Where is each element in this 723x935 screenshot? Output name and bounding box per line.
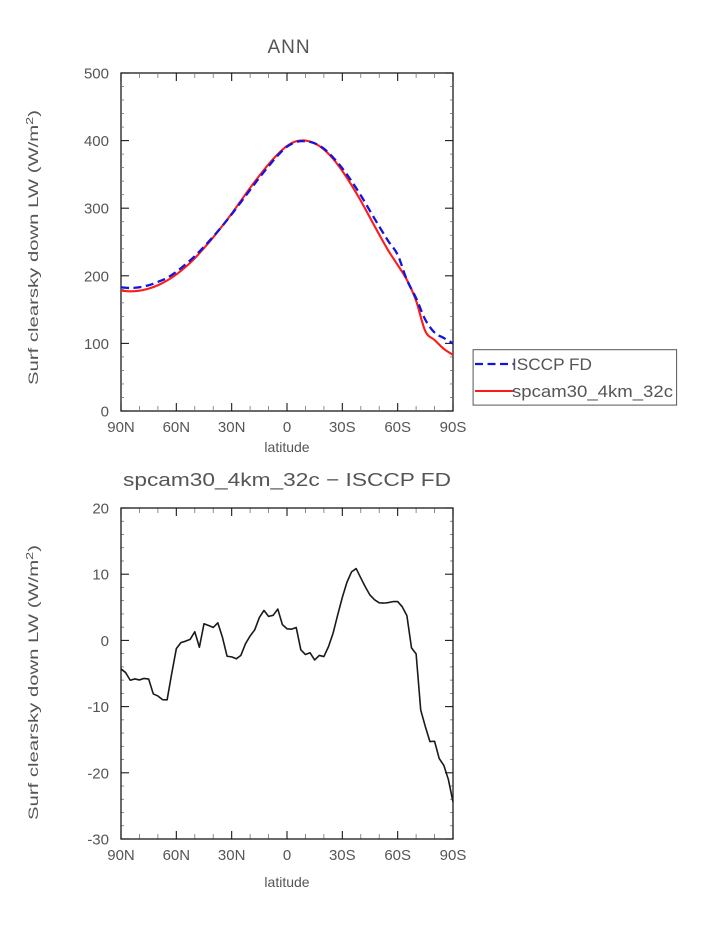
svg-text:100: 100 — [84, 336, 109, 353]
svg-text:60S: 60S — [384, 847, 411, 864]
svg-text:30S: 30S — [329, 847, 356, 864]
svg-text:Surf clearsky down LW (W/m2): Surf clearsky down LW (W/m2) — [25, 545, 41, 820]
svg-text:-30: -30 — [87, 832, 109, 849]
svg-text:10: 10 — [92, 567, 109, 584]
svg-text:spcam30_4km_32c: spcam30_4km_32c — [512, 382, 674, 401]
svg-text:500: 500 — [84, 66, 109, 83]
svg-text:ANN: ANN — [267, 37, 310, 58]
svg-text:90S: 90S — [440, 847, 467, 864]
svg-text:spcam30_4km_32c − ISCCP FD: spcam30_4km_32c − ISCCP FD — [123, 469, 451, 491]
svg-text:latitude: latitude — [264, 874, 309, 890]
svg-text:30N: 30N — [218, 419, 246, 436]
svg-text:latitude: latitude — [264, 439, 309, 455]
svg-text:90N: 90N — [107, 419, 135, 436]
svg-text:90S: 90S — [440, 419, 467, 436]
svg-text:0: 0 — [283, 419, 291, 436]
svg-text:60S: 60S — [384, 419, 411, 436]
svg-text:ISCCP FD: ISCCP FD — [512, 355, 592, 374]
svg-text:400: 400 — [84, 133, 109, 150]
svg-text:30S: 30S — [329, 419, 356, 436]
svg-text:200: 200 — [84, 268, 109, 285]
svg-text:-20: -20 — [87, 765, 109, 782]
svg-text:20: 20 — [92, 501, 109, 518]
svg-text:30N: 30N — [218, 847, 246, 864]
svg-text:60N: 60N — [163, 847, 191, 864]
svg-text:0: 0 — [101, 633, 109, 650]
svg-text:300: 300 — [84, 201, 109, 218]
svg-text:Surf clearsky down LW (W/m2): Surf clearsky down LW (W/m2) — [25, 110, 41, 385]
svg-text:90N: 90N — [107, 847, 135, 864]
svg-text:0: 0 — [283, 847, 291, 864]
svg-text:-10: -10 — [87, 699, 109, 716]
svg-text:0: 0 — [101, 404, 109, 421]
svg-text:60N: 60N — [163, 419, 191, 436]
